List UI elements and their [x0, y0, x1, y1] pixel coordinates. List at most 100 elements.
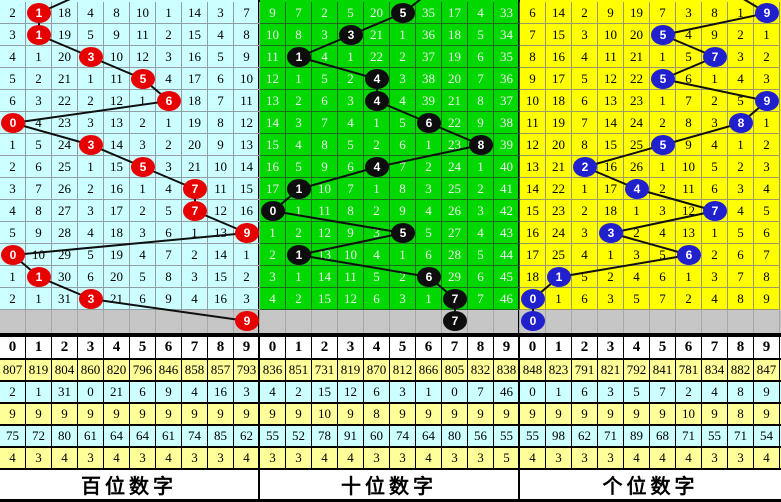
- trend-cell: 9: [520, 68, 546, 90]
- stat-cell: 54: [754, 426, 780, 446]
- trend-row: 12152433820736: [260, 68, 520, 90]
- trend-grid: 6142919738197153102054921816411211573291…: [520, 0, 781, 333]
- trend-cell: 21: [546, 156, 572, 178]
- stat-cell: 857: [208, 360, 234, 380]
- trend-cell: 16: [520, 222, 546, 244]
- trend-cell: 4: [208, 24, 234, 46]
- stats-row: 9 9 9 9 9 9 10 9 8 9: [520, 402, 781, 424]
- trend-cell: 4: [416, 200, 442, 222]
- stat-cell: 9: [572, 404, 598, 424]
- trend-grid: 2118481011437311959112154841203101231659…: [0, 0, 260, 333]
- trend-cell: 19: [624, 2, 650, 24]
- pending-row-cell: [78, 310, 104, 333]
- trend-cell: 2: [572, 2, 598, 24]
- digit-column-header: 9: [494, 337, 520, 358]
- stat-cell: 71: [728, 426, 754, 446]
- trend-cell: 2: [182, 244, 208, 266]
- trend-cell: 3: [416, 178, 442, 200]
- trend-cell: 9: [26, 222, 52, 244]
- trend-cell: 4: [26, 112, 52, 134]
- trend-cell: 2: [468, 178, 494, 200]
- pending-row-cell: [104, 310, 130, 333]
- trend-cell: 6: [572, 90, 598, 112]
- trend-cell: 8: [520, 46, 546, 68]
- pending-row-cell: [26, 310, 52, 333]
- stat-cell: 5: [494, 448, 520, 468]
- trend-cell: 4: [676, 24, 702, 46]
- trend-cell: 15: [208, 266, 234, 288]
- trend-cell: 46: [494, 288, 520, 310]
- trend-cell: 16: [598, 156, 624, 178]
- trend-cell: 13: [234, 134, 260, 156]
- digit-column-header: 1: [26, 337, 52, 358]
- stat-cell: 9: [104, 404, 130, 424]
- trend-cell: 17: [260, 178, 286, 200]
- stat-cell: 9: [442, 404, 468, 424]
- trend-cell: 27: [52, 200, 78, 222]
- trend-cell: 8: [702, 2, 728, 24]
- stat-cell: 823: [546, 360, 572, 380]
- trend-cell: 2: [260, 244, 286, 266]
- trend-row: 52211115417610: [0, 68, 260, 90]
- stat-cell: 6: [572, 382, 598, 402]
- panel-title: 百位数字: [0, 468, 258, 502]
- trend-cell: 26: [52, 178, 78, 200]
- trend-cell: 5: [468, 24, 494, 46]
- trend-cell: 3: [78, 112, 104, 134]
- trend-cell: 4: [0, 200, 26, 222]
- stat-cell: 832: [468, 360, 494, 380]
- stat-cell: 9: [546, 404, 572, 424]
- stat-cell: 0: [78, 382, 104, 402]
- trend-row: 10186132317259: [520, 90, 781, 112]
- digit-column-header: 3: [78, 337, 104, 358]
- trend-cell: 14: [312, 266, 338, 288]
- trend-cell: 2: [390, 46, 416, 68]
- trend-cell: 1: [650, 156, 676, 178]
- stat-cell: 55: [702, 426, 728, 446]
- trend-cell: 23: [624, 90, 650, 112]
- trend-cell: 3: [754, 68, 780, 90]
- trend-cell: 1: [624, 200, 650, 222]
- trend-cell: 1: [286, 68, 312, 90]
- digit-column-header: 4: [364, 337, 390, 358]
- drawn-digit-circle: 3: [339, 25, 363, 45]
- drawn-digit-circle: 3: [79, 135, 103, 155]
- trend-cell: 11: [234, 90, 260, 112]
- trend-cell: 14: [234, 156, 260, 178]
- stat-cell: 4: [182, 382, 208, 402]
- trend-cell: 15: [546, 24, 572, 46]
- trend-cell: 8: [468, 90, 494, 112]
- trend-cell: 2: [0, 288, 26, 310]
- trend-cell: 5: [468, 244, 494, 266]
- drawn-digit-circle: 9: [755, 3, 779, 23]
- trend-cell: 42: [494, 200, 520, 222]
- trend-cell: 1: [364, 178, 390, 200]
- trend-cell: 4: [312, 46, 338, 68]
- trend-row: 2131321694163: [0, 288, 260, 310]
- trend-cell: 11: [130, 24, 156, 46]
- pending-row-cell: [182, 310, 208, 333]
- trend-row: 0111829426342: [260, 200, 520, 222]
- trend-cell: 2: [0, 2, 26, 24]
- drawn-digit-circle: 6: [157, 91, 181, 111]
- stat-cell: 68: [650, 426, 676, 446]
- drawn-digit-circle: 9: [235, 223, 259, 243]
- pending-row: [520, 310, 781, 333]
- trend-cell: 1: [338, 46, 364, 68]
- trend-cell: 4: [156, 68, 182, 90]
- digit-column-header: 4: [104, 337, 130, 358]
- trend-cell: 23: [52, 112, 78, 134]
- trend-cell: 5: [650, 244, 676, 266]
- stat-cell: 55: [260, 426, 286, 446]
- trend-cell: 7: [286, 2, 312, 24]
- trend-cell: 8: [676, 112, 702, 134]
- trend-row: 97252053517433: [260, 2, 520, 24]
- digit-column-header: 1: [546, 337, 572, 358]
- trend-cell: 14: [520, 178, 546, 200]
- trend-cell: 44: [494, 244, 520, 266]
- trend-cell: 4: [0, 46, 26, 68]
- trend-cell: 6: [416, 244, 442, 266]
- trend-cell: 27: [442, 222, 468, 244]
- pending-row: [260, 310, 520, 333]
